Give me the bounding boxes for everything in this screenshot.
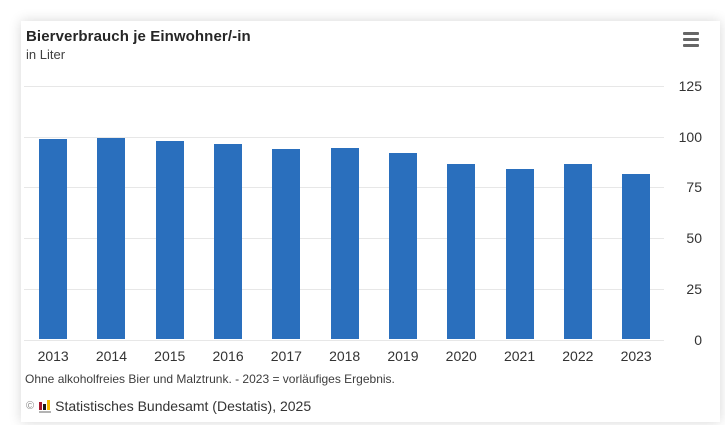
x-tick-label-2023: 2023 xyxy=(620,348,652,364)
bar-2018[interactable] xyxy=(330,148,359,340)
x-tick-label-2019: 2019 xyxy=(387,348,419,364)
x-tick-label-2014: 2014 xyxy=(95,348,128,364)
bar-2020[interactable] xyxy=(447,163,476,340)
y-tick-label-0: 0 xyxy=(694,331,702,348)
x-tick-label-2017: 2017 xyxy=(270,348,302,364)
gridline-100 xyxy=(24,136,664,138)
hamburger-icon xyxy=(683,43,699,47)
y-tick-label-25: 25 xyxy=(686,280,702,297)
chart-footnote: Ohne alkoholfreies Bier und Malztrunk. -… xyxy=(25,372,395,386)
x-tick-label-2018: 2018 xyxy=(329,348,361,364)
page-subtitle: in Liter xyxy=(26,47,66,62)
y-tick-label-100: 100 xyxy=(678,128,702,145)
copyright-line: © Statistisches Bundesamt (Destatis), 20… xyxy=(26,398,311,414)
gridline-0 xyxy=(24,339,664,341)
y-tick-label-75: 75 xyxy=(686,179,702,196)
bar-2022[interactable] xyxy=(563,164,592,340)
copyright-symbol: © xyxy=(26,400,35,412)
chart-card xyxy=(21,21,720,422)
bar-2021[interactable] xyxy=(505,169,534,340)
x-tick-label-2021: 2021 xyxy=(503,348,536,364)
bar-2015[interactable] xyxy=(155,141,184,340)
bar-2023[interactable] xyxy=(622,173,651,340)
x-tick-label-2015: 2015 xyxy=(154,348,186,364)
destatis-logo-icon xyxy=(39,399,52,413)
bar-2017[interactable] xyxy=(272,149,301,340)
chart-context-menu-button[interactable] xyxy=(677,25,705,53)
bar-2014[interactable] xyxy=(97,138,126,340)
gridline-125 xyxy=(24,86,664,87)
y-tick-label-125: 125 xyxy=(678,78,702,94)
page-title: Bierverbrauch je Einwohner/-in xyxy=(26,28,251,45)
y-tick-label-50: 50 xyxy=(686,230,702,247)
x-tick-label-2013: 2013 xyxy=(37,348,69,364)
x-tick-label-2016: 2016 xyxy=(212,348,244,364)
x-tick-label-2020: 2020 xyxy=(445,348,477,364)
x-tick-label-2022: 2022 xyxy=(562,348,594,364)
bar-2016[interactable] xyxy=(214,143,243,340)
hamburger-icon xyxy=(683,37,699,41)
copyright-text: Statistisches Bundesamt (Destatis), 2025 xyxy=(55,398,312,414)
bar-2013[interactable] xyxy=(39,138,68,340)
hamburger-icon xyxy=(683,31,699,35)
bar-2019[interactable] xyxy=(388,152,417,340)
